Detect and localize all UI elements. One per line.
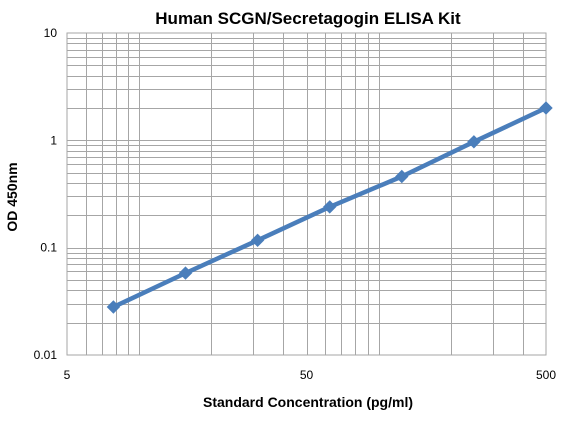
y-tick-label: 1 <box>50 133 57 147</box>
data-point-marker <box>250 233 265 248</box>
y-tick-label: 0.01 <box>34 348 58 362</box>
data-point-marker <box>178 266 193 280</box>
x-axis-title: Standard Concentration (pg/ml) <box>203 394 413 410</box>
data-point-marker <box>395 169 409 184</box>
series-layer <box>106 101 553 314</box>
y-tick-label: 10 <box>44 26 58 40</box>
data-point-marker <box>106 300 121 314</box>
plot-frame <box>66 32 547 356</box>
y-tick-label: 0.1 <box>40 241 57 255</box>
x-tick-label: 500 <box>536 368 556 382</box>
grid <box>67 33 546 355</box>
tick-labels: 5 50 500 10 1 0.1 0.01 <box>34 26 557 382</box>
data-point-marker <box>467 135 481 149</box>
x-tick-label: 50 <box>300 368 314 382</box>
data-point-marker <box>539 101 553 115</box>
data-point-marker <box>322 200 337 214</box>
x-tick-label: 5 <box>64 368 71 382</box>
chart-title: Human SCGN/Secretagogin ELISA Kit <box>155 9 461 28</box>
y-axis-title: OD 450nm <box>4 162 20 231</box>
